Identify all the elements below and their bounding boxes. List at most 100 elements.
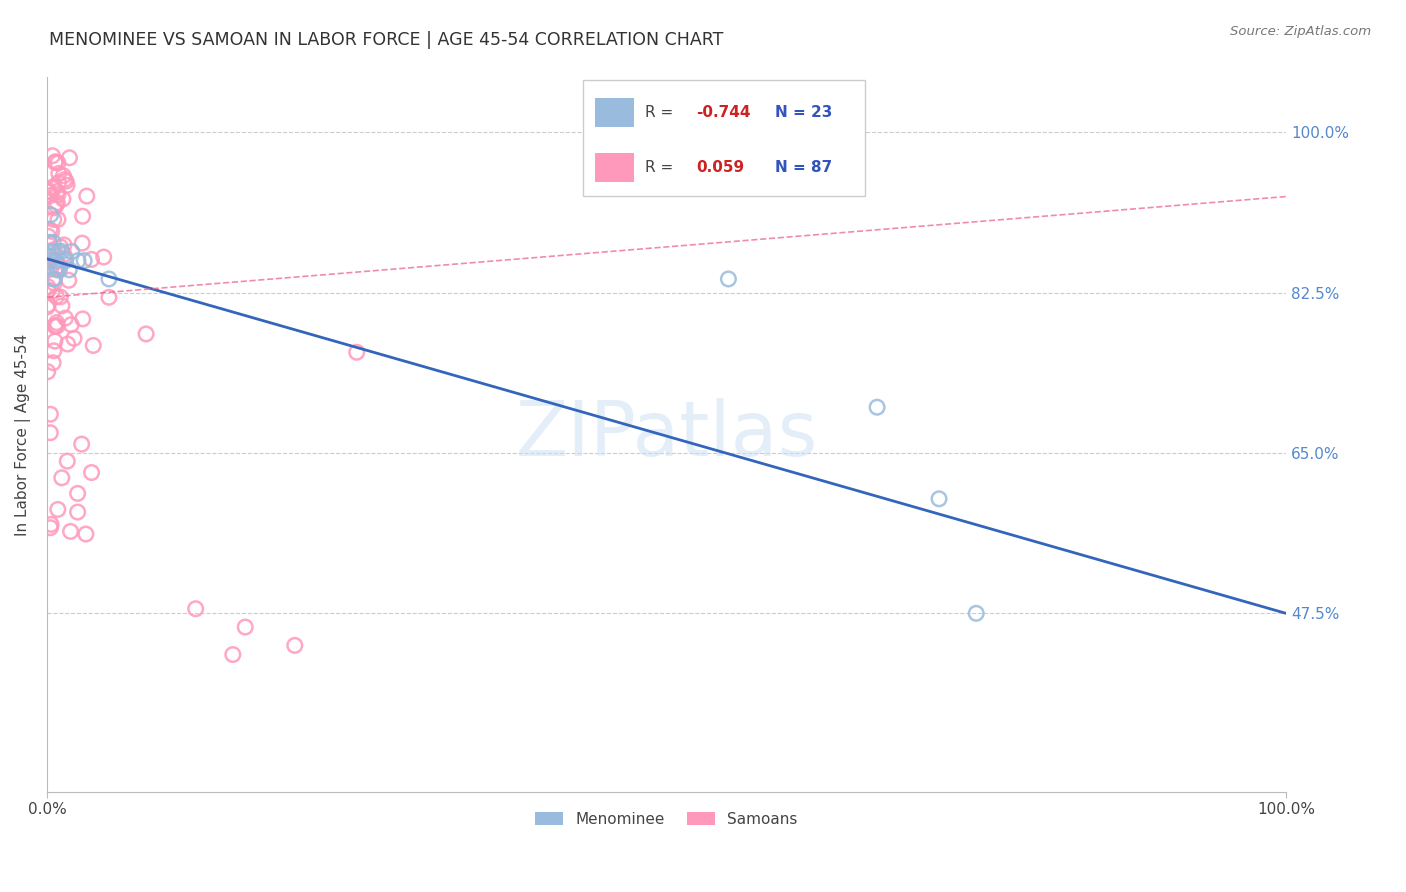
Point — [39, 208, 62, 222]
Point — [38, 235, 60, 250]
Point — [93, 250, 115, 264]
Point — [46, 187, 69, 202]
Bar — [595, 98, 634, 127]
Point — [39, 253, 62, 268]
Point — [59, 524, 82, 539]
Point — [39, 261, 62, 276]
Point — [37, 365, 59, 379]
Point — [48, 166, 70, 180]
Point — [222, 648, 245, 662]
Point — [45, 154, 67, 169]
Text: 0.059: 0.059 — [696, 161, 744, 176]
Point — [73, 253, 96, 268]
Point — [46, 212, 69, 227]
Point — [46, 156, 69, 170]
Point — [52, 192, 75, 206]
Point — [76, 189, 98, 203]
Point — [45, 255, 67, 269]
Point — [35, 300, 58, 314]
Point — [66, 505, 89, 519]
Point — [46, 195, 69, 210]
Point — [55, 252, 77, 266]
Point — [51, 244, 73, 259]
Point — [53, 172, 76, 186]
Point — [41, 224, 63, 238]
Point — [51, 299, 73, 313]
Point — [46, 244, 69, 259]
Point — [39, 517, 62, 532]
Point — [97, 290, 120, 304]
Point — [44, 155, 66, 169]
Text: ZIPatlas: ZIPatlas — [515, 398, 818, 472]
Point — [48, 262, 70, 277]
Point — [53, 238, 76, 252]
Point — [46, 318, 69, 333]
Point — [37, 185, 59, 199]
Bar — [595, 153, 634, 182]
Point — [717, 272, 740, 286]
Point — [37, 229, 59, 244]
Point — [72, 209, 94, 223]
Point — [60, 244, 83, 259]
Point — [45, 262, 67, 277]
Point — [41, 181, 63, 195]
Point — [284, 639, 307, 653]
Point — [55, 174, 77, 188]
Point — [48, 259, 70, 273]
Text: -0.744: -0.744 — [696, 104, 751, 120]
Point — [39, 249, 62, 263]
Point — [66, 486, 89, 500]
Point — [52, 247, 75, 261]
Point — [42, 212, 65, 227]
Point — [39, 521, 62, 535]
Point — [46, 185, 69, 199]
Point — [82, 338, 104, 352]
Point — [39, 425, 62, 440]
Text: MENOMINEE VS SAMOAN IN LABOR FORCE | AGE 45-54 CORRELATION CHART: MENOMINEE VS SAMOAN IN LABOR FORCE | AGE… — [49, 31, 724, 49]
Legend: Menominee, Samoans: Menominee, Samoans — [527, 804, 806, 834]
Point — [866, 401, 889, 415]
Point — [45, 198, 67, 212]
Point — [60, 318, 83, 332]
Point — [97, 272, 120, 286]
Point — [70, 236, 93, 251]
Point — [53, 311, 76, 326]
Point — [37, 280, 59, 294]
Point — [55, 253, 77, 268]
Point — [63, 331, 86, 345]
Point — [48, 176, 70, 190]
Point — [49, 240, 72, 254]
Point — [41, 285, 63, 299]
Point — [44, 319, 66, 334]
Point — [41, 252, 63, 266]
Point — [41, 244, 63, 259]
Text: N = 23: N = 23 — [775, 104, 832, 120]
Point — [184, 601, 207, 615]
Point — [42, 235, 65, 250]
Text: R =: R = — [645, 161, 673, 176]
Y-axis label: In Labor Force | Age 45-54: In Labor Force | Age 45-54 — [15, 334, 31, 536]
Point — [72, 312, 94, 326]
Point — [75, 527, 97, 541]
Point — [41, 149, 63, 163]
Point — [928, 491, 950, 506]
Point — [49, 290, 72, 304]
Point — [44, 334, 66, 348]
Point — [58, 273, 80, 287]
Point — [56, 178, 79, 193]
Point — [42, 356, 65, 370]
Point — [135, 326, 157, 341]
Point — [965, 607, 987, 621]
Point — [42, 276, 65, 290]
Point — [42, 201, 65, 215]
Point — [58, 151, 80, 165]
Point — [37, 298, 59, 312]
Point — [45, 316, 67, 330]
Point — [46, 502, 69, 516]
Text: N = 87: N = 87 — [775, 161, 832, 176]
Point — [80, 252, 103, 267]
Text: R =: R = — [645, 104, 673, 120]
Text: Source: ZipAtlas.com: Source: ZipAtlas.com — [1230, 25, 1371, 38]
Point — [39, 223, 62, 237]
Point — [42, 343, 65, 358]
